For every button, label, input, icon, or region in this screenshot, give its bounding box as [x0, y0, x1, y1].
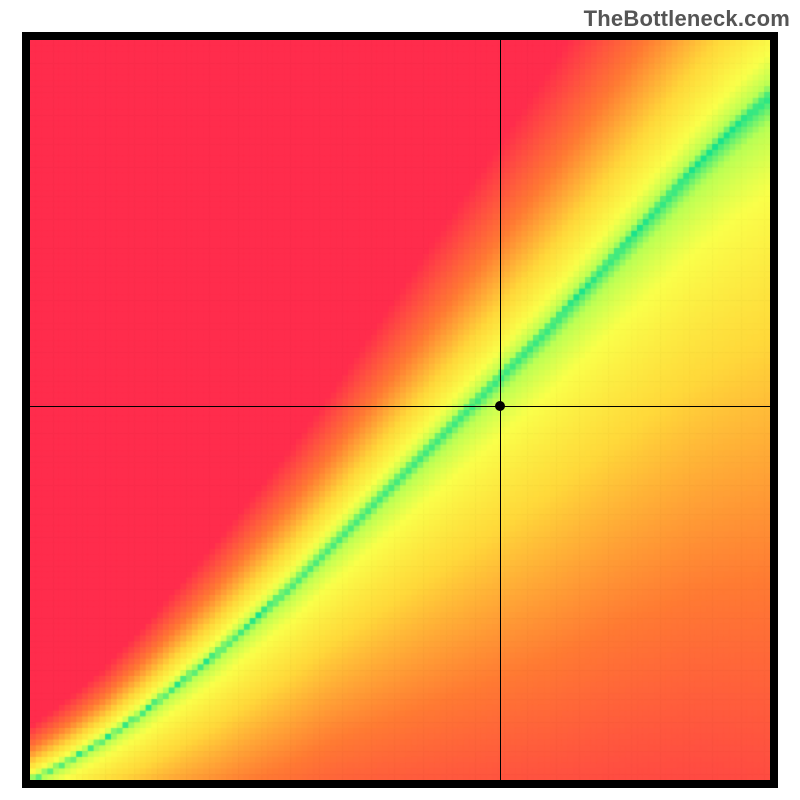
- watermark-text: TheBottleneck.com: [584, 6, 790, 32]
- crosshair-horizontal: [30, 406, 770, 407]
- selection-marker: [495, 401, 505, 411]
- chart-container: TheBottleneck.com: [0, 0, 800, 800]
- bottleneck-heatmap: [30, 40, 770, 780]
- chart-frame: [22, 32, 778, 788]
